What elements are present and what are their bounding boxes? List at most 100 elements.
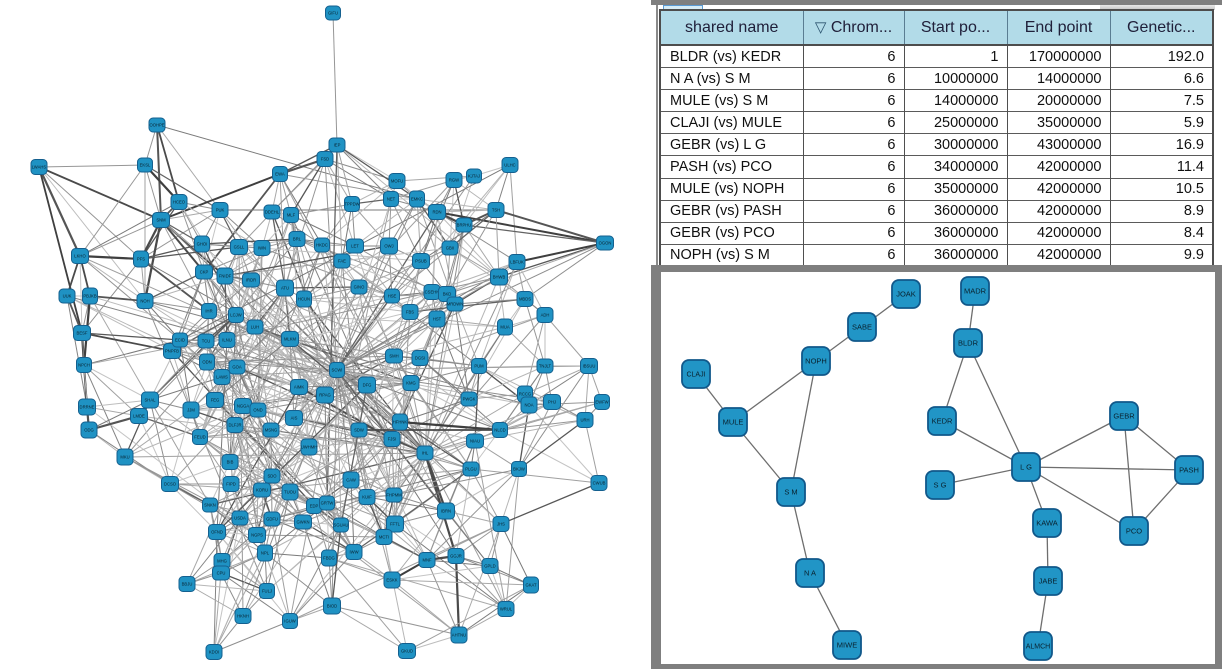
svg-text:SMH: SMH [389, 354, 398, 359]
svg-text:NOPH: NOPH [805, 356, 827, 365]
svg-text:PWGK: PWGK [463, 397, 476, 402]
svg-text:NGGA: NGGA [237, 404, 250, 409]
svg-text:GKAT: GKAT [525, 583, 537, 588]
svg-text:ADH: ADH [541, 313, 550, 318]
svg-text:RGW: RGW [449, 178, 459, 183]
svg-text:MCTI: MCTI [379, 535, 389, 540]
svg-text:ECID: ECID [175, 338, 185, 343]
svg-text:IHR: IHR [205, 309, 212, 314]
svg-text:BRPHU: BRPHU [457, 223, 472, 228]
svg-text:LCJW: LCJW [230, 313, 241, 318]
svg-text:GSLL: GSLL [234, 245, 245, 250]
svg-text:ATU: ATU [281, 286, 289, 291]
svg-text:MIWE: MIWE [837, 640, 857, 649]
svg-text:GINO: GINO [354, 285, 365, 290]
svg-text:LBFUK: LBFUK [510, 260, 524, 265]
svg-text:NPL: NPL [261, 551, 270, 556]
svg-text:BESF: BESF [77, 331, 88, 336]
svg-text:KMG: KMG [406, 381, 416, 386]
svg-text:IBSUU: IBSUU [583, 364, 596, 369]
svg-text:L G: L G [1020, 462, 1032, 471]
svg-text:MBDS: MBDS [519, 297, 531, 302]
svg-text:FAE: FAE [338, 259, 346, 264]
svg-text:JABE: JABE [1039, 576, 1058, 585]
svg-text:CAW: CAW [346, 478, 356, 483]
svg-text:UWHMH: UWHMH [301, 445, 318, 450]
svg-text:EWFW: EWFW [595, 400, 608, 405]
svg-text:SDO: SDO [267, 474, 277, 479]
svg-text:IGUW: IGUW [284, 619, 295, 624]
svg-text:FJSI: FJSI [388, 437, 397, 442]
svg-text:PCO: PCO [1126, 526, 1142, 535]
svg-text:KEDR: KEDR [932, 416, 953, 425]
svg-text:GPLD: GPLD [484, 564, 495, 569]
svg-text:HST: HST [433, 317, 442, 322]
svg-text:GGJR: GGJR [450, 554, 462, 559]
svg-text:HFHNK: HFHNK [393, 420, 408, 425]
svg-text:N A: N A [804, 568, 816, 577]
svg-text:ALMCH: ALMCH [1026, 643, 1051, 650]
svg-text:DFG: DFG [363, 383, 372, 388]
svg-text:ESKK: ESKK [386, 578, 397, 583]
svg-text:EMKC: EMKC [411, 197, 423, 202]
svg-text:HSE: HSE [388, 294, 397, 299]
svg-text:AIS: AIS [291, 416, 298, 421]
svg-text:DLFJR: DLFJR [228, 423, 241, 428]
svg-text:NGPS: NGPS [251, 533, 263, 538]
svg-text:ODN: ODN [202, 360, 211, 365]
svg-text:HKDC: HKDC [316, 243, 328, 248]
svg-text:KDOI: KDOI [209, 650, 219, 655]
svg-text:FNIDF: FNIDF [219, 274, 232, 279]
svg-text:TNJLT: TNJLT [539, 364, 552, 369]
svg-text:WRUL: WRUL [500, 607, 513, 612]
svg-text:DGSI: DGSI [415, 356, 425, 361]
svg-text:RCCG: RCCG [519, 392, 531, 397]
svg-text:EWA: EWA [275, 172, 285, 177]
svg-text:DCSO: DCSO [164, 482, 177, 487]
svg-text:KUIF: KUIF [362, 495, 372, 500]
svg-text:SABE: SABE [852, 322, 872, 331]
svg-text:GRTW: GRTW [321, 501, 334, 506]
svg-text:DDEHL: DDEHL [265, 210, 280, 215]
svg-text:GIFU: GIFU [328, 11, 338, 16]
svg-text:SNM: SNM [156, 218, 166, 223]
svg-text:NLCD: NLCD [494, 428, 505, 433]
svg-text:DRRNE: DRRNE [80, 405, 95, 410]
svg-text:NOA: NOA [524, 403, 533, 408]
svg-text:PFS: PFS [137, 257, 145, 262]
svg-text:FSD: FSD [321, 157, 329, 162]
svg-text:JHS: JHS [497, 522, 505, 527]
svg-text:AIMK: AIMK [294, 385, 304, 390]
svg-text:BIB: BIB [227, 460, 234, 465]
svg-text:GDFU: GDFU [266, 517, 278, 522]
svg-text:IEP: IEP [334, 143, 341, 148]
svg-text:GEBR: GEBR [1113, 411, 1135, 420]
svg-text:NPCH: NPCH [78, 363, 90, 368]
svg-text:TPPDW: TPPDW [344, 202, 359, 207]
svg-text:TCU: TCU [202, 339, 211, 344]
svg-text:PUK: PUK [216, 208, 225, 213]
svg-text:LWAHS: LWAHS [32, 165, 47, 170]
svg-text:EDP: EDP [310, 504, 319, 509]
svg-text:SGUAU: SGUAU [334, 523, 349, 528]
svg-text:OGON: OGON [599, 241, 612, 246]
svg-text:NOH: NOH [140, 299, 149, 304]
svg-text:LAWS: LAWS [216, 375, 228, 380]
svg-text:OND: OND [253, 408, 262, 413]
svg-text:FFTL: FFTL [390, 522, 401, 527]
svg-text:LET: LET [351, 244, 359, 249]
svg-text:FULJ: FULJ [262, 589, 272, 594]
svg-text:BIOD: BIOD [327, 604, 337, 609]
svg-text:SNKN: SNKN [204, 503, 216, 508]
svg-text:SHAL: SHAL [145, 398, 157, 403]
svg-text:BKD: BKD [443, 292, 452, 297]
svg-text:PASH: PASH [1179, 465, 1199, 474]
svg-text:USDA: USDA [234, 516, 246, 521]
svg-text:PBJKB: PBJKB [83, 294, 96, 299]
svg-text:BBJU: BBJU [182, 582, 193, 587]
svg-text:TUOU: TUOU [284, 490, 296, 495]
svg-text:LUH: LUH [251, 325, 259, 330]
svg-text:CSEHN: CSEHN [425, 290, 440, 295]
svg-text:OOHPE: OOHPE [149, 123, 164, 128]
svg-text:BHWB: BHWB [493, 275, 506, 280]
